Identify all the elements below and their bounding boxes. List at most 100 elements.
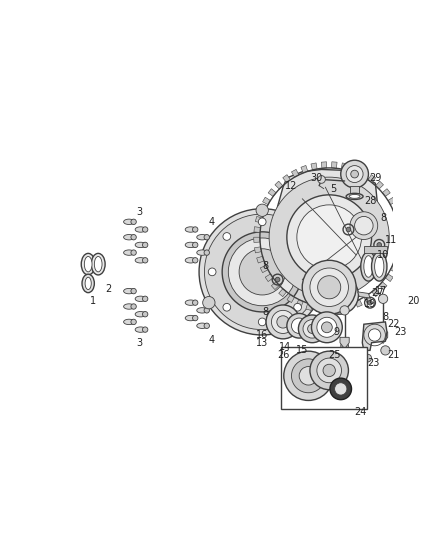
Ellipse shape — [135, 257, 146, 263]
Circle shape — [367, 301, 372, 305]
Circle shape — [402, 301, 408, 308]
Ellipse shape — [197, 250, 208, 255]
Bar — [364, 246, 387, 253]
Ellipse shape — [185, 257, 196, 263]
Circle shape — [326, 282, 352, 308]
Text: 9: 9 — [334, 327, 340, 337]
Text: 3: 3 — [136, 207, 142, 217]
Circle shape — [346, 227, 351, 232]
Ellipse shape — [124, 288, 134, 294]
Text: 8: 8 — [382, 311, 389, 321]
Polygon shape — [275, 181, 283, 189]
Polygon shape — [272, 282, 279, 289]
Ellipse shape — [81, 253, 95, 275]
Circle shape — [272, 310, 294, 334]
Ellipse shape — [185, 227, 196, 232]
Ellipse shape — [82, 274, 94, 293]
Ellipse shape — [135, 296, 146, 302]
Polygon shape — [291, 169, 299, 177]
Bar — [350, 185, 359, 193]
Circle shape — [222, 232, 302, 312]
Text: 25: 25 — [328, 350, 341, 360]
Text: 1: 1 — [90, 296, 96, 306]
Ellipse shape — [131, 219, 136, 224]
Ellipse shape — [142, 296, 148, 302]
Ellipse shape — [124, 235, 134, 240]
Text: 27: 27 — [371, 288, 384, 298]
Circle shape — [341, 342, 349, 350]
Circle shape — [223, 303, 231, 311]
Circle shape — [395, 322, 403, 329]
Ellipse shape — [193, 257, 198, 263]
Text: 5: 5 — [330, 184, 336, 193]
Polygon shape — [258, 206, 266, 214]
Circle shape — [205, 214, 320, 329]
Circle shape — [294, 232, 301, 240]
Ellipse shape — [131, 304, 136, 309]
Ellipse shape — [193, 227, 198, 232]
Circle shape — [318, 276, 341, 299]
Circle shape — [346, 166, 363, 182]
Polygon shape — [396, 216, 403, 223]
Polygon shape — [336, 305, 343, 312]
Ellipse shape — [135, 327, 146, 332]
Polygon shape — [255, 216, 262, 223]
Ellipse shape — [193, 316, 198, 321]
Circle shape — [350, 212, 378, 239]
Ellipse shape — [364, 256, 373, 277]
Circle shape — [311, 312, 342, 343]
Text: 11: 11 — [385, 235, 397, 245]
Ellipse shape — [135, 311, 146, 317]
Circle shape — [298, 315, 326, 343]
Circle shape — [307, 324, 317, 334]
Circle shape — [297, 205, 361, 270]
Circle shape — [368, 329, 381, 341]
Bar — [281, 348, 367, 409]
Polygon shape — [378, 332, 388, 343]
Circle shape — [308, 268, 316, 276]
Text: 13: 13 — [256, 338, 268, 348]
Ellipse shape — [85, 277, 91, 289]
Polygon shape — [388, 197, 396, 205]
Ellipse shape — [197, 235, 208, 240]
Circle shape — [299, 367, 318, 385]
Polygon shape — [394, 256, 402, 263]
Polygon shape — [306, 303, 312, 310]
Polygon shape — [385, 274, 393, 281]
Circle shape — [317, 358, 342, 383]
Ellipse shape — [361, 252, 376, 281]
Circle shape — [317, 317, 337, 337]
Polygon shape — [350, 165, 357, 173]
Ellipse shape — [135, 242, 146, 248]
Polygon shape — [362, 322, 387, 350]
Circle shape — [378, 294, 388, 303]
Text: 12: 12 — [285, 181, 297, 191]
Circle shape — [239, 249, 285, 295]
Circle shape — [399, 298, 411, 310]
Circle shape — [208, 268, 216, 276]
Text: 20: 20 — [408, 296, 420, 306]
Circle shape — [351, 170, 358, 178]
Ellipse shape — [131, 250, 136, 255]
Polygon shape — [358, 292, 370, 298]
Ellipse shape — [124, 219, 134, 224]
Circle shape — [294, 303, 301, 311]
Polygon shape — [262, 197, 270, 205]
Circle shape — [277, 316, 289, 328]
Circle shape — [320, 276, 358, 314]
Polygon shape — [398, 237, 405, 243]
Polygon shape — [346, 303, 353, 310]
Circle shape — [310, 351, 349, 390]
Ellipse shape — [371, 252, 387, 281]
Circle shape — [318, 227, 361, 270]
Circle shape — [309, 296, 322, 309]
Polygon shape — [316, 305, 322, 312]
Circle shape — [276, 277, 280, 282]
Ellipse shape — [94, 256, 102, 272]
Circle shape — [318, 175, 325, 183]
Ellipse shape — [131, 288, 136, 294]
Ellipse shape — [193, 300, 198, 305]
Text: 23: 23 — [395, 327, 407, 337]
Ellipse shape — [185, 316, 196, 321]
Text: 4: 4 — [208, 217, 215, 227]
